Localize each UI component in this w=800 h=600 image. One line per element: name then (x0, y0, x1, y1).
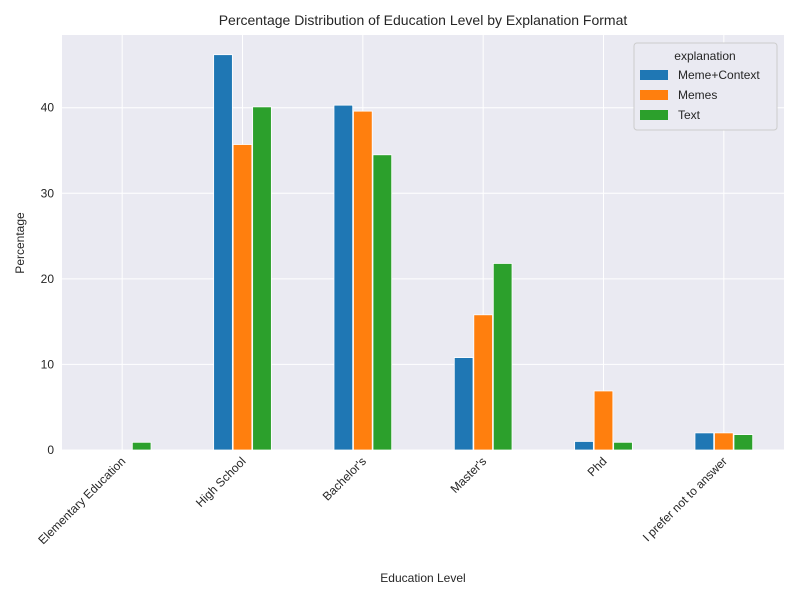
legend-label: Text (678, 108, 701, 122)
x-tick-labels: Elementary Education High School Bachelor'… (35, 454, 730, 547)
x-tick-label: Phd (585, 454, 610, 479)
y-tick-labels: 0 10 20 30 40 (41, 101, 55, 457)
bar (353, 110, 373, 451)
bar (574, 441, 594, 451)
bar (213, 54, 233, 451)
x-tick-label: High School (193, 454, 249, 510)
y-axis-label: Percentage (13, 212, 27, 274)
legend-label: Memes (678, 88, 717, 102)
x-axis-label: Education Level (380, 571, 465, 585)
x-tick-label: Bachelor's (320, 454, 369, 503)
y-tick-label: 40 (41, 101, 55, 115)
bar (372, 154, 393, 451)
y-tick-label: 20 (41, 272, 55, 286)
bar (694, 432, 715, 451)
legend-box (633, 42, 778, 131)
chart-title: Percentage Distribution of Education Lev… (219, 12, 628, 28)
x-tick-label: Master's (448, 454, 490, 496)
bar (232, 144, 253, 451)
bar (473, 314, 493, 451)
legend-title: explanation (674, 49, 735, 63)
bar (492, 263, 513, 451)
bar (714, 432, 734, 451)
legend: explanation Meme+Context Memes Text (633, 42, 778, 131)
bar (333, 104, 354, 451)
x-tick-label: I prefer not to answer (640, 454, 730, 544)
legend-swatch (640, 90, 668, 100)
bar (733, 434, 754, 451)
bar (613, 441, 633, 451)
bar (453, 357, 474, 451)
bar (593, 390, 614, 451)
legend-swatch (640, 110, 668, 120)
legend-swatch (640, 70, 668, 80)
y-tick-label: 0 (47, 443, 54, 457)
bars-group (131, 54, 754, 451)
x-tick-label: Elementary Education (35, 454, 128, 547)
grid-lines (62, 35, 784, 451)
y-tick-label: 10 (41, 357, 55, 371)
bar (131, 441, 152, 451)
bar (252, 106, 272, 451)
y-tick-label: 30 (41, 186, 55, 200)
legend-label: Meme+Context (678, 68, 760, 82)
